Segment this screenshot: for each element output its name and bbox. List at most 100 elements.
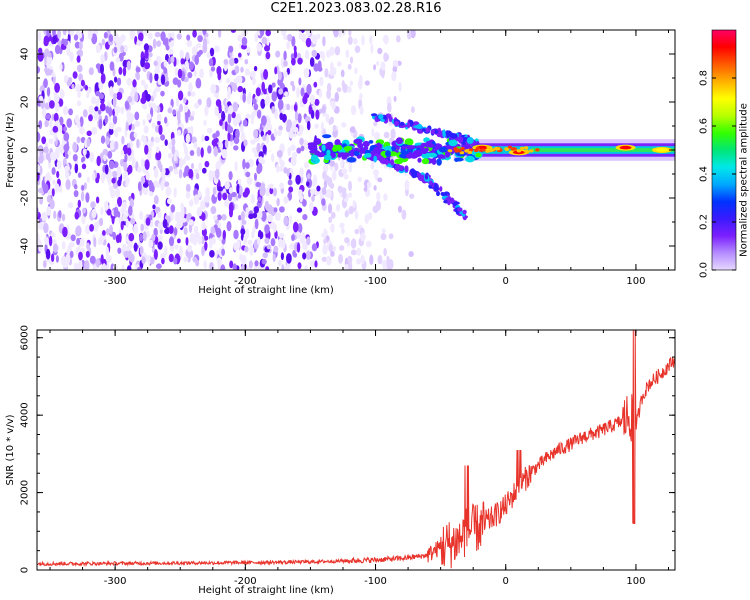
- noise-blob: [206, 97, 212, 108]
- noise-blob: [89, 152, 95, 163]
- noise-blob: [148, 191, 154, 197]
- noise-blob: [75, 114, 79, 124]
- noise-blob: [133, 223, 139, 235]
- noise-blob: [272, 253, 276, 262]
- noise-blob: [164, 139, 168, 147]
- noise-blob: [299, 167, 304, 178]
- noise-blob: [269, 187, 274, 195]
- noise-blob: [52, 243, 59, 253]
- heatmap-xtick-label: 0: [503, 276, 509, 287]
- snr-xtick-label: -200: [234, 576, 257, 587]
- noise-blob: [250, 194, 255, 204]
- noise-blob: [341, 30, 346, 36]
- noise-blob: [393, 95, 397, 102]
- noise-blob: [108, 160, 115, 170]
- noise-blob: [231, 191, 237, 198]
- noise-blob: [135, 66, 141, 73]
- noise-blob: [133, 242, 138, 252]
- noise-blob: [175, 211, 181, 223]
- noise-blob: [322, 186, 327, 196]
- noise-blob: [170, 40, 175, 47]
- noise-blob: [111, 177, 116, 184]
- tone-blob: [438, 146, 448, 153]
- noise-blob: [189, 150, 195, 156]
- noise-blob: [179, 103, 183, 113]
- noise-blob: [77, 172, 82, 178]
- noise-blob: [102, 263, 107, 270]
- noise-blob: [347, 192, 353, 198]
- tone-blob: [424, 147, 429, 153]
- noise-blob: [307, 173, 311, 180]
- noise-blob: [93, 221, 99, 232]
- noise-blob: [311, 195, 315, 202]
- hot-blob: [460, 147, 465, 151]
- noise-blob: [42, 260, 47, 268]
- noise-blob: [374, 131, 380, 141]
- noise-blob: [59, 63, 63, 71]
- noise-blob: [149, 72, 153, 84]
- noise-blob: [168, 141, 173, 150]
- tone-blob: [313, 138, 322, 145]
- tone-blob: [391, 146, 396, 151]
- noise-blob: [245, 162, 250, 169]
- snr-frame: [36, 329, 676, 571]
- noise-blob: [232, 101, 239, 112]
- noise-blob: [364, 80, 370, 86]
- tone-blob: [321, 144, 326, 152]
- noise-blob: [274, 211, 281, 221]
- noise-blob: [180, 202, 184, 211]
- noise-blob: [144, 62, 151, 70]
- noise-blob: [347, 255, 353, 265]
- noise-blob: [350, 238, 357, 249]
- noise-blob: [123, 44, 128, 53]
- noise-blob: [112, 114, 118, 125]
- colorbar-tick-label: 0.0: [699, 262, 710, 278]
- hot-blob: [524, 149, 529, 153]
- noise-blob: [122, 144, 128, 155]
- noise-blob: [130, 123, 135, 131]
- noise-blob: [176, 33, 182, 40]
- noise-blob: [246, 69, 251, 76]
- tone-band-core: [531, 148, 675, 152]
- noise-blob: [194, 102, 200, 109]
- noise-blob: [45, 248, 51, 260]
- noise-blob: [186, 39, 193, 48]
- noise-blob: [171, 137, 176, 146]
- tone-blob: [385, 150, 391, 158]
- noise-blob: [165, 186, 172, 197]
- noise-blob: [376, 192, 381, 201]
- noise-blob: [189, 115, 194, 121]
- noise-blob: [303, 139, 308, 149]
- noise-blob: [77, 90, 81, 99]
- noise-blob: [41, 211, 48, 222]
- noise-blob: [153, 179, 158, 188]
- noise-blob: [289, 130, 294, 138]
- noise-blob: [120, 106, 125, 115]
- noise-blob: [318, 108, 323, 115]
- noise-blob: [251, 147, 257, 153]
- noise-blob: [202, 37, 208, 49]
- noise-blob: [114, 110, 118, 117]
- noise-blob: [143, 83, 149, 90]
- noise-blob: [334, 46, 341, 56]
- noise-blob: [150, 136, 154, 142]
- noise-blob: [283, 196, 289, 204]
- noise-blob: [87, 30, 93, 40]
- noise-blob: [72, 154, 78, 162]
- noise-blob: [341, 122, 347, 128]
- noise-blob: [76, 136, 81, 144]
- noise-blob: [142, 118, 146, 126]
- noise-blob: [55, 255, 59, 263]
- noise-blob: [100, 54, 105, 65]
- noise-blob: [118, 232, 122, 243]
- noise-blob: [321, 256, 328, 262]
- noise-blob: [67, 150, 72, 156]
- noise-blob: [250, 139, 256, 145]
- heatmap-xtick-label: -100: [364, 276, 387, 287]
- noise-blob: [177, 238, 181, 244]
- noise-blob: [243, 235, 248, 245]
- noise-blob: [141, 256, 146, 264]
- noise-blob: [293, 45, 297, 52]
- noise-blob: [187, 90, 192, 97]
- noise-blob: [212, 186, 217, 195]
